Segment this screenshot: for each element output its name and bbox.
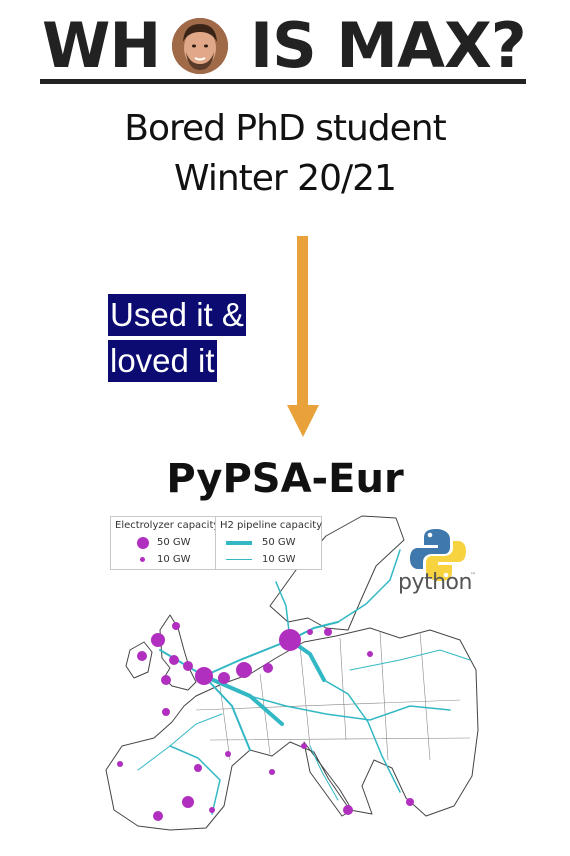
legend-row-large: 50 GW: [216, 537, 321, 551]
legend-label-large: 50 GW: [157, 537, 191, 548]
legend-dot-small-icon: [140, 557, 145, 562]
electrolyzer-site: [117, 761, 123, 767]
electrolyzer-site: [307, 629, 313, 635]
pipeline-segment: [349, 649, 471, 671]
legend-line-thin-icon: [226, 559, 252, 560]
pipeline-segment: [249, 695, 451, 721]
legend-electrolyzer-title: Electrolyzer capacity: [115, 520, 220, 531]
pipeline-segment: [309, 745, 339, 801]
legend-label-small: 10 GW: [262, 554, 296, 565]
legend-electrolyzer: Electrolyzer capacity 50 GW 10 GW: [110, 516, 220, 570]
electrolyzer-site: [209, 807, 215, 813]
electrolyzer-site: [137, 651, 147, 661]
electrolyzer-site: [324, 628, 332, 636]
electrolyzer-site: [195, 667, 213, 685]
annotation-line-1: Used it &: [108, 294, 246, 336]
legend-label-large: 50 GW: [262, 537, 296, 548]
legend-label-small: 10 GW: [157, 554, 191, 565]
pipeline-segment: [337, 549, 401, 623]
pipeline-segment: [169, 745, 221, 815]
electrolyzer-site: [279, 629, 301, 651]
down-arrow-shaft: [297, 236, 308, 408]
europe-hydrogen-map: [105, 515, 479, 831]
map-coastline-scandinavia: [269, 515, 405, 631]
electrolyzer-site: [162, 708, 170, 716]
pipeline-segment: [323, 679, 401, 793]
legend-row-small: 10 GW: [216, 554, 321, 568]
title-underline: [40, 79, 526, 84]
electrolyzer-site: [269, 769, 275, 775]
electrolyzer-site: [236, 662, 252, 678]
electrolyzer-site: [153, 811, 163, 821]
legend-row-small: 10 GW: [111, 554, 215, 568]
map-coastline-ireland: [125, 641, 153, 679]
python-wordmark: python: [398, 570, 472, 595]
legend-pipeline: H2 pipeline capacity 50 GW 10 GW: [215, 516, 322, 570]
project-name: PyPSA-Eur: [166, 456, 404, 502]
map-borders: [195, 631, 471, 761]
electrolyzer-site: [182, 796, 194, 808]
legend-line-thick-icon: [226, 541, 252, 545]
electrolyzer-site: [151, 633, 165, 647]
python-logo-icon: [410, 529, 466, 581]
slide-title: WH IS MAX?: [40, 8, 528, 84]
pipeline-segment: [159, 649, 251, 751]
annotation-line-2: loved it: [108, 340, 217, 382]
electrolyzer-site: [263, 663, 273, 673]
electrolyzer-site: [172, 622, 180, 630]
electrolyzer-site: [225, 751, 231, 757]
subtitle-line-1: Bored PhD student: [124, 108, 446, 149]
electrolyzer-site: [343, 805, 353, 815]
electrolyzer-site: [301, 743, 307, 749]
electrolyzer-site: [218, 672, 230, 684]
title-text-before: WH: [42, 9, 161, 82]
down-arrow-icon: [287, 405, 319, 437]
electrolyzer-site: [194, 764, 202, 772]
map-coastline-mainland: [105, 627, 479, 831]
python-trademark: ™: [470, 572, 476, 579]
portrait-photo: [172, 18, 228, 74]
subtitle-line-2: Winter 20/21: [174, 158, 397, 199]
legend-pipeline-title: H2 pipeline capacity: [220, 520, 323, 531]
electrolyzer-site: [161, 675, 171, 685]
electrolyzer-site: [169, 655, 179, 665]
legend-dot-large-icon: [137, 537, 149, 549]
electrolyzer-site: [367, 651, 373, 657]
electrolyzer-sites: [117, 622, 414, 821]
electrolyzer-site: [406, 798, 414, 806]
legend-row-large: 50 GW: [111, 537, 215, 551]
portrait-icon: [172, 18, 228, 74]
pipeline-segment: [275, 581, 291, 641]
title-text-after: IS MAX?: [250, 9, 527, 82]
electrolyzer-site: [183, 661, 193, 671]
pipeline-segment: [137, 713, 223, 771]
map-coastline-italy: [303, 741, 353, 817]
